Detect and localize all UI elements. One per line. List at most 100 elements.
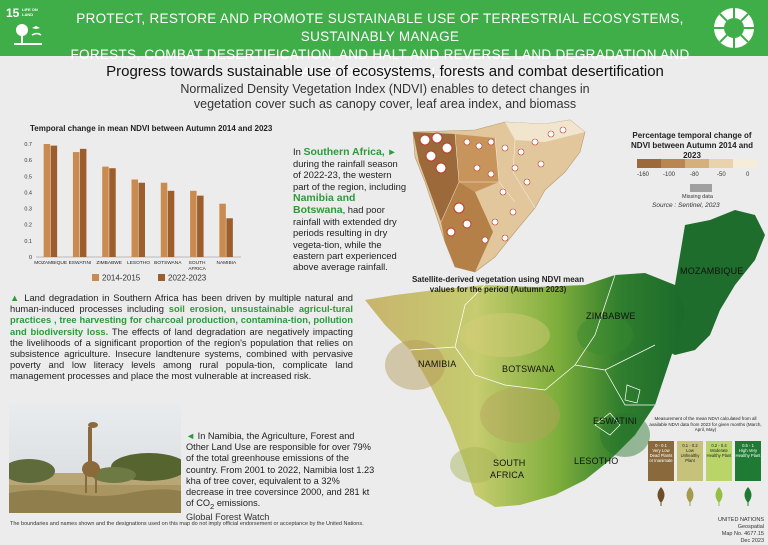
p2-part-a: In Namibia, the Agriculture, Forest and … [186, 431, 375, 509]
p1-part-a: Land degradation in Southern Africa has … [10, 292, 354, 315]
sdg-number: 15 [6, 6, 20, 20]
namibia-paragraph: ◄ In Namibia, the Agriculture, Forest an… [186, 431, 376, 523]
sa-country: Southern Africa, [303, 146, 385, 158]
y-tick-label: 0 [29, 255, 32, 261]
banner-title-line2: FORESTS, COMBAT DESERTIFICATION, AND HAL… [70, 47, 690, 80]
bar-2014-2015 [102, 166, 109, 257]
bar-2022-2023 [50, 145, 58, 257]
sdg-banner: 15 LIFE ON LAND PROTECT, RESTORE AND PRO… [0, 0, 768, 80]
ndvi-class-range: 0.2 - 0.4 [711, 443, 727, 448]
credit-line3: Dec 2023 [740, 538, 764, 544]
p2-source: Global Forest Watch [186, 512, 270, 523]
y-tick-label: 0.6 [24, 158, 32, 164]
satellite-map-title: Satellite-derived vegetation using NDVI … [411, 275, 585, 294]
label-botswana: BOTSWANA [502, 364, 555, 374]
pct-ramp-swatch [637, 159, 661, 168]
label-eswatini: ESWATINI [593, 416, 638, 426]
ndvi-class-range: 0.1 - 0.2 [682, 443, 698, 448]
bar-2014-2015 [190, 190, 197, 257]
ndvi-class-high: 0.5 - 1 High Very Healthy Plant [735, 441, 761, 481]
page-title: Progress towards sustainable use of ecos… [106, 63, 664, 80]
tree-bird-icon [14, 24, 42, 45]
ndvi-class-low: 0.1 - 0.2 Low Unhealthy Plant [677, 441, 703, 481]
label-namibia: NAMIBIA [418, 359, 457, 369]
pct-label: 0 [746, 172, 750, 178]
sa-body2: , had poor rainfall with extended dry pe… [293, 204, 397, 273]
ndvi-legend-title: Measurement of the mean NDVI calculated … [649, 416, 762, 432]
label-south-africa-2: AFRICA [490, 470, 525, 480]
credit-line1: UNITED NATIONS Geospatial [717, 517, 764, 530]
y-tick-label: 0.4 [24, 190, 32, 196]
pct-label: -160 [637, 172, 650, 178]
bar-2022-2023 [109, 168, 116, 257]
bar-2022-2023 [138, 182, 145, 257]
ndvi-change-map [412, 119, 586, 273]
ndvi-class-range: 0.5 - 1 [742, 443, 754, 448]
pct-ramp-swatch [685, 159, 709, 168]
sa-prefix: In [293, 146, 304, 157]
bar-2014-2015 [160, 182, 168, 257]
ndvi-class-desc: Low Unhealthy Plant [680, 448, 700, 463]
credit-line2: Map No. 4677.15 [721, 531, 764, 537]
bar-2022-2023 [79, 148, 87, 257]
bar-2022-2023 [197, 195, 204, 257]
ndvi-class-desc: Moderate Healthy Plant [706, 448, 732, 458]
x-tick-label: SOUTH [189, 260, 206, 266]
giraffe-photo [9, 403, 181, 513]
pct-legend-source: Source : Sentinel, 2023 [652, 202, 720, 209]
chart-title: Temporal change in mean NDVI between Aut… [30, 124, 273, 133]
page-subtitle: Normalized Density Vegetation Index (NDV… [140, 82, 630, 112]
pct-label: -80 [690, 172, 699, 178]
subtitle-line1: Normalized Density Vegetation Index (NDV… [180, 82, 590, 96]
co2-subscript: 2 [210, 502, 215, 512]
missing-data-swatch [690, 184, 712, 192]
bar-2022-2023 [226, 218, 233, 257]
bar-2014-2015 [131, 179, 138, 257]
bar-2014-2015 [43, 144, 51, 257]
legend-swatch [158, 274, 165, 281]
x-tick-label: LESOTHO [127, 260, 150, 266]
p1-highlight: soil erosion, unsustainable agricul-tura… [10, 303, 353, 337]
ndvi-class-moderate: 0.2 - 0.4 Moderate Healthy Plant [706, 441, 732, 481]
legend-label: 2022-2023 [168, 274, 207, 283]
pct-color-ramp [637, 159, 757, 168]
bar-2014-2015 [219, 203, 226, 257]
bar-2022-2023 [167, 190, 175, 257]
y-tick-label: 0.1 [24, 239, 32, 245]
leaf-icons [657, 487, 752, 506]
legend-swatch [92, 274, 99, 281]
pct-ramp-swatch [733, 159, 757, 168]
leaf-icon [657, 487, 665, 506]
sdg15-badge: 15 LIFE ON LAND [6, 6, 50, 50]
ndvi-class-range: 0 - 0.1 [655, 443, 667, 448]
x-tick-label: NAMIBIA [216, 260, 237, 266]
y-tick-label: 0.2 [24, 223, 32, 229]
pct-label: -50 [717, 172, 726, 178]
label-south-africa-1: SOUTH [493, 458, 526, 468]
triangle-up-icon: ▲ [10, 292, 21, 303]
p2-part-b: emissions. [214, 498, 261, 509]
sa-arrow-icon: ► [387, 146, 397, 157]
ndvi-bar-chart: 0 0.1 0.2 0.3 0.4 0.5 0.6 0.7 MOZAMBIQUE ESWATINI… [24, 142, 241, 283]
p1-part-b: The effects of land degradation are nega… [10, 325, 353, 382]
banner-title: PROTECT, RESTORE AND PROMOTE SUSTAINABLE… [60, 10, 700, 82]
pct-label: -100 [663, 172, 676, 178]
x-tick-label: ESWATINI [69, 260, 92, 266]
land-degradation-paragraph: ▲ Land degradation in Southern Africa ha… [10, 292, 353, 382]
missing-data-label: Missing data [682, 194, 713, 200]
bar-2014-2015 [72, 152, 80, 257]
triangle-left-icon: ◄ [186, 431, 196, 441]
southern-africa-text: In Southern Africa, ► during the rainfal… [293, 146, 408, 272]
x-tick-label: BOTSWANA [154, 260, 182, 266]
ndvi-class-desc: Very Low Dead Plants or Inanimate [649, 448, 673, 463]
x-tick-label: ZIMBABWE [96, 260, 122, 266]
label-mozambique: MOZAMBIQUE [680, 266, 744, 276]
y-tick-label: 0.5 [24, 174, 32, 180]
banner-title-line1: PROTECT, RESTORE AND PROMOTE SUSTAINABLE… [76, 11, 684, 44]
sa-countries: Namibia and Botswana [293, 191, 356, 217]
x-tick-label: MOZAMBIQUE [34, 260, 67, 266]
label-lesotho: LESOTHO [574, 456, 619, 466]
sdg-wheel-icon [714, 8, 754, 48]
sdg-badge-text: LIFE ON LAND [22, 7, 38, 17]
sa-body1: during the rainfall season of 2022-23, t… [293, 158, 407, 192]
